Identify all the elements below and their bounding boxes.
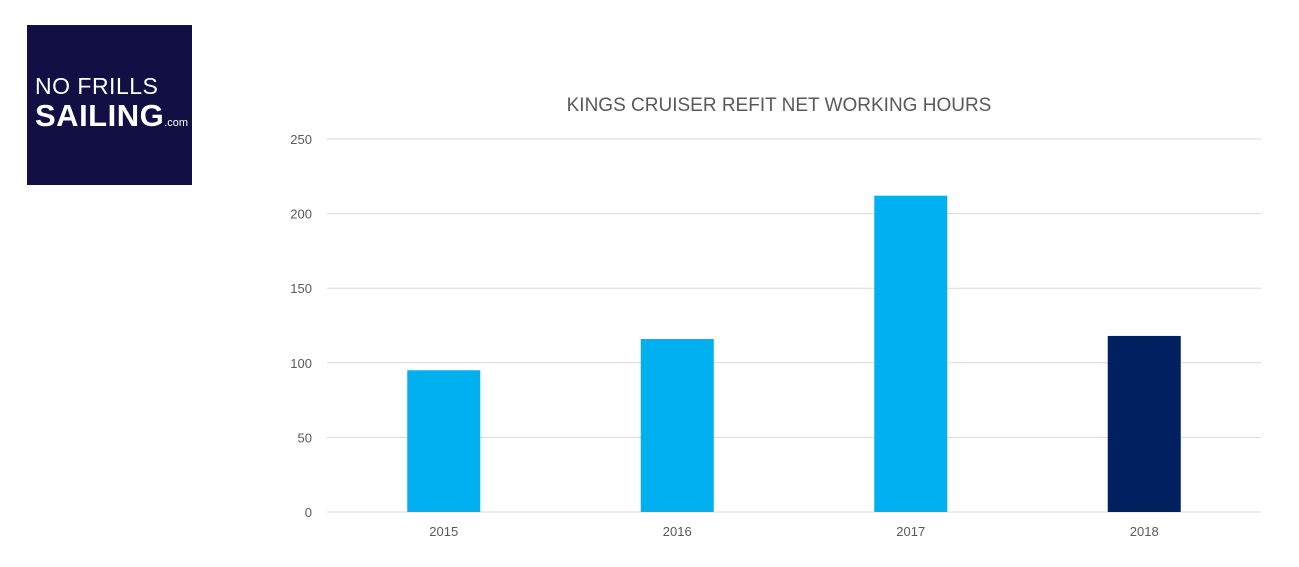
- y-tick-label: 200: [290, 207, 312, 222]
- logo-domain: .com: [164, 117, 189, 129]
- gridlines: [327, 138, 1261, 513]
- bar-2017: [874, 195, 948, 513]
- x-tick-label: 2015: [429, 524, 458, 539]
- bars: [407, 195, 1181, 513]
- y-axis-ticks: 0 50 100 150 200 250: [290, 132, 312, 520]
- bar-2015: [407, 370, 481, 512]
- y-tick-label: 100: [290, 356, 312, 371]
- x-tick-label: 2016: [663, 524, 692, 539]
- x-tick-label: 2018: [1130, 524, 1159, 539]
- x-tick-label: 2017: [896, 524, 925, 539]
- y-tick-label: 50: [298, 430, 312, 445]
- y-tick-label: 250: [290, 132, 312, 147]
- logo-line-1: NO FRILLS: [35, 73, 159, 99]
- y-tick-label: 0: [305, 505, 312, 520]
- bar-2016: [640, 338, 714, 512]
- chart-title: KINGS CRUISER REFIT NET WORKING HOURS: [567, 95, 992, 116]
- logo: NO FRILLS SAILING.com: [27, 25, 192, 185]
- x-axis-ticks: 2015 2016 2017 2018: [429, 524, 1158, 539]
- bar-2018: [1107, 335, 1181, 512]
- logo-brand: SAILING: [35, 98, 165, 133]
- y-tick-label: 150: [290, 281, 312, 296]
- logo-line-2: SAILING.com: [35, 100, 188, 131]
